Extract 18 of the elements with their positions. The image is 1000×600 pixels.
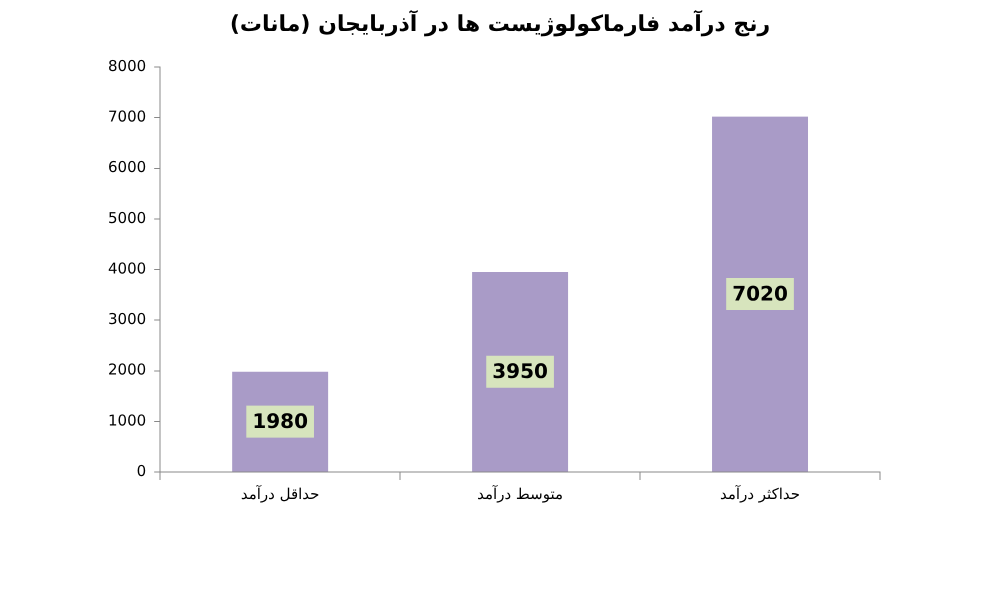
bar <box>712 116 808 472</box>
chart-title: رنج درآمد فارماکولوژیست ها در آذربایجان (مانات) <box>228 12 772 37</box>
y-tick-label: 4000 <box>108 259 146 278</box>
y-tick-label: 1000 <box>108 411 146 430</box>
y-tick-label: 5000 <box>108 208 146 227</box>
x-tick-label: حداکثر درآمد <box>720 484 800 503</box>
data-label: 7020 <box>732 281 788 306</box>
y-tick-label: 8000 <box>108 56 146 75</box>
y-tick-label: 7000 <box>108 108 146 126</box>
x-tick-label: حداقل درآمد <box>240 484 320 503</box>
data-label: 1980 <box>252 408 308 433</box>
bar <box>472 272 568 472</box>
data-label: 3950 <box>492 358 548 383</box>
y-tick-label: 3000 <box>108 310 146 328</box>
y-tick-label: 0 <box>136 462 146 480</box>
x-tick-label: متوسط درآمد <box>477 484 564 503</box>
y-tick-label: 2000 <box>108 360 146 379</box>
y-tick-label: 6000 <box>108 158 146 176</box>
